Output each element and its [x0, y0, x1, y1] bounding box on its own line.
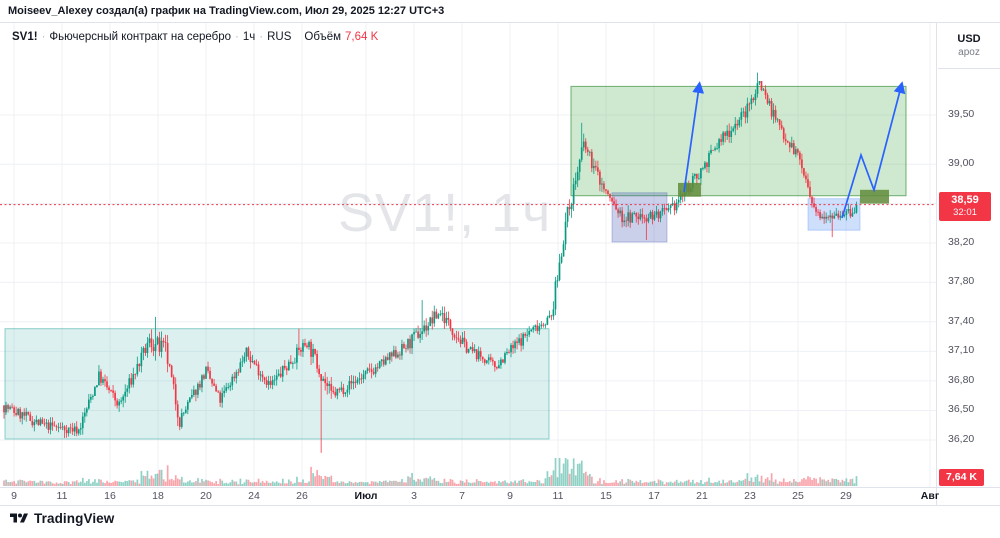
symbol-description: Фьючерсный контракт на серебро	[49, 31, 232, 43]
volume-label: Объём	[304, 31, 342, 43]
legend-separator: ·	[235, 31, 239, 43]
tradingview-logo-icon[interactable]	[10, 511, 28, 526]
interval-label[interactable]: 1ч	[242, 31, 256, 43]
chart-attribution: Moiseev_Alexey создал(а) график на Tradi…	[8, 5, 445, 17]
projection-arrow-1[interactable]	[683, 81, 705, 193]
legend-separator: ·	[259, 31, 264, 43]
supply-zone[interactable]	[570, 85, 907, 197]
unit-measure: apoz	[958, 47, 980, 58]
session-volume-badge: 7,64 K	[939, 469, 984, 486]
unit-currency: USD	[957, 33, 981, 45]
legend[interactable]: SV1! · Фьючерсный контракт на серебро · …	[12, 31, 378, 43]
entry-box-2[interactable]	[860, 189, 889, 204]
current-price-badge: 38,59 32:01	[939, 192, 991, 221]
tradingview-brand[interactable]: TradingView	[34, 511, 115, 526]
current-price: 38,59	[951, 194, 979, 206]
entry-box-1[interactable]	[678, 182, 701, 197]
bar-countdown: 32:01	[953, 207, 977, 218]
legend-separator: ·	[41, 31, 46, 43]
footer: TradingView	[10, 511, 114, 526]
price-axis-unit: USD apoz	[938, 23, 1000, 69]
projection-arrow-2[interactable]	[841, 81, 906, 219]
symbol-name[interactable]: SV1!	[12, 31, 38, 43]
exchange-label: RUS	[267, 31, 292, 43]
volume-value: 7,64 K	[345, 31, 379, 43]
